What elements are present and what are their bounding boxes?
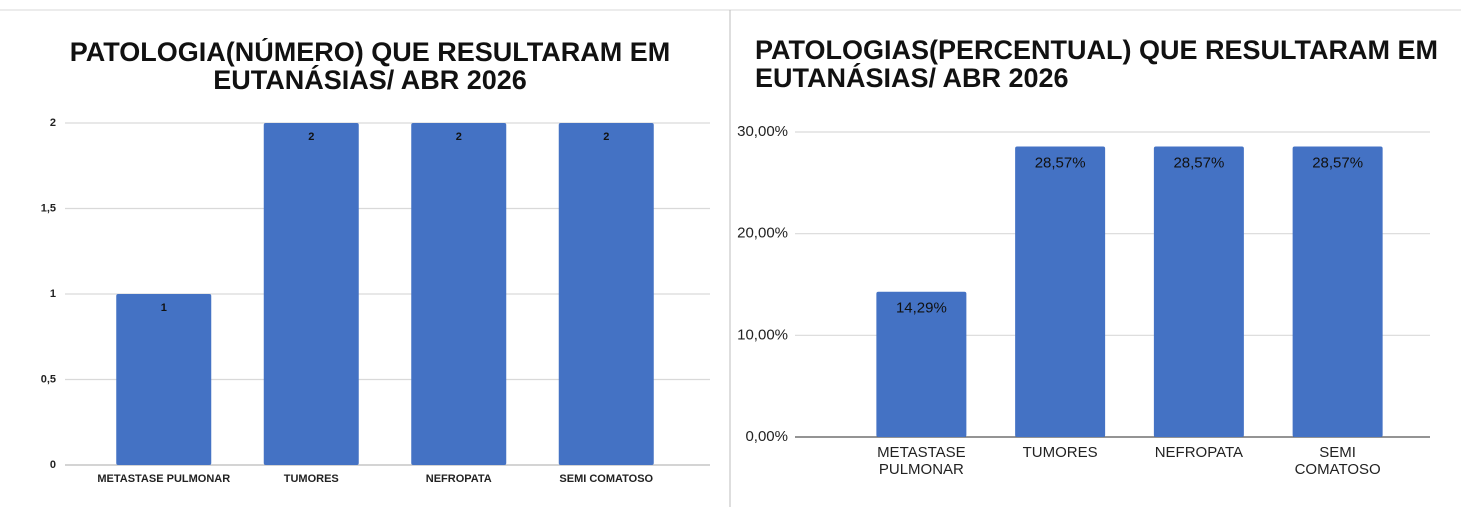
x-tick-label: NEFROPATA <box>1154 445 1244 461</box>
y-tick-label: 1,5 <box>41 202 56 214</box>
x-tick-label: TUMORES <box>283 473 339 485</box>
y-tick-label: 0 <box>50 459 56 471</box>
data-label: 2 <box>456 131 462 143</box>
chart-title-box: PATOLOGIA(NÚMERO) QUE RESULTARAM EM EUTA… <box>69 38 671 96</box>
bar <box>1015 146 1106 437</box>
bar <box>411 123 507 465</box>
bar <box>116 294 212 465</box>
bar <box>1292 146 1383 437</box>
data-label: 2 <box>308 131 314 143</box>
x-tick-label-box: SEMI COMATOSO <box>559 473 654 485</box>
x-tick-label-box: METASTASE PULMONAR <box>97 473 231 485</box>
x-tick-label-box: NEFROPATA <box>425 473 492 485</box>
x-tick-label: NEFROPATA <box>425 473 492 485</box>
data-label: 28,57% <box>1173 155 1224 172</box>
x-tick-label: SEMI COMATOSO <box>559 473 654 485</box>
data-label: 14,29% <box>896 300 947 317</box>
y-tick-label: 0,5 <box>41 373 56 385</box>
x-tick-label: TUMORES <box>1022 445 1098 461</box>
y-tick-label: 10,00% <box>737 326 788 343</box>
bar <box>876 291 967 437</box>
x-tick-label: SEMI COMATOSO <box>1294 445 1381 478</box>
chart-title: PATOLOGIAS(PERCENTUAL) QUE RESULTARAM EM… <box>755 36 1438 94</box>
x-tick-label: METASTASE PULMONAR <box>97 473 231 485</box>
chart-title: PATOLOGIA(NÚMERO) QUE RESULTARAM EM EUTA… <box>69 38 671 96</box>
x-tick-label-box: TUMORES <box>283 473 339 485</box>
y-tick-label: 0,00% <box>745 428 788 445</box>
data-label: 28,57% <box>1035 155 1086 172</box>
bar <box>263 123 359 465</box>
x-tick-label-box: SEMI COMATOSO <box>1294 445 1381 478</box>
chart-title-box: PATOLOGIAS(PERCENTUAL) QUE RESULTARAM EM… <box>755 36 1438 94</box>
y-tick-label: 30,00% <box>737 123 788 140</box>
bar <box>558 123 654 465</box>
y-tick-label: 20,00% <box>737 225 788 242</box>
x-tick-label-box: NEFROPATA <box>1154 445 1244 461</box>
data-label: 1 <box>161 302 167 314</box>
data-label: 2 <box>603 131 609 143</box>
y-tick-label: 1 <box>50 288 56 300</box>
x-tick-label-box: METASTASE PULMONAR <box>877 445 966 478</box>
data-label: 28,57% <box>1312 155 1363 172</box>
x-tick-label-box: TUMORES <box>1022 445 1098 461</box>
x-tick-label: METASTASE PULMONAR <box>877 445 966 478</box>
y-tick-label: 2 <box>50 117 56 129</box>
bar <box>1153 146 1244 437</box>
